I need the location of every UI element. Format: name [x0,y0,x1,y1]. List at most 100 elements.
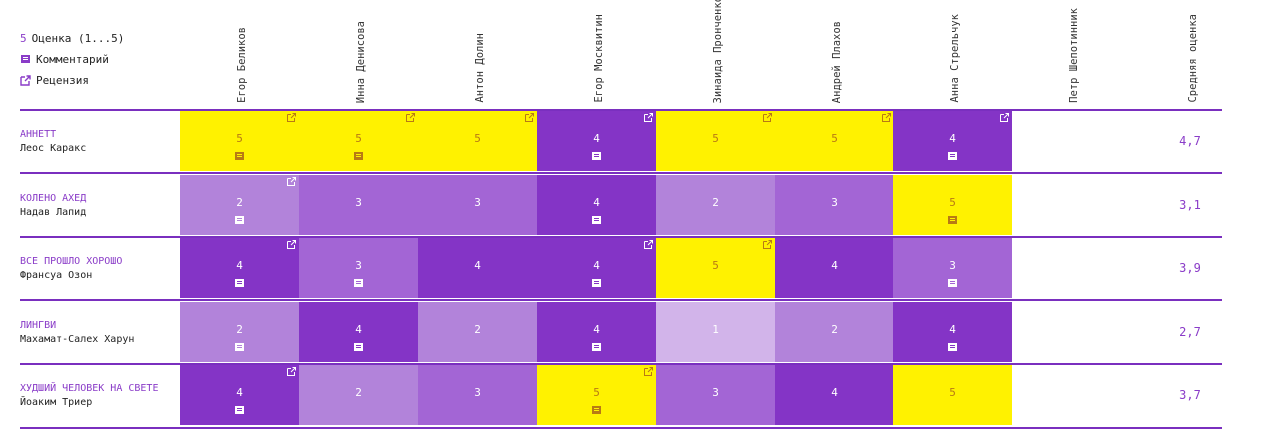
rating-cell[interactable]: 4 [893,111,1012,171]
comment-icon[interactable] [591,278,602,289]
rating-cell[interactable]: 4 [537,302,656,362]
comment-icon[interactable] [591,215,602,226]
film-label: КОЛЕНО АХЕД Надав Лапид [20,192,86,220]
comment-icon[interactable] [234,215,245,226]
external-link-icon[interactable] [287,240,296,249]
rating-cell[interactable]: 3 [299,238,418,298]
film-title: ЛИНГВИ [20,320,57,331]
rating-cell[interactable]: 4 [180,365,299,425]
rating-cell[interactable]: 2 [180,175,299,235]
film-director: Надав Лапид [20,207,87,218]
external-link-icon[interactable] [763,113,772,122]
rating-cell[interactable]: 3 [775,175,894,235]
legend-comment-label: Комментарий [36,53,109,66]
comment-icon[interactable] [353,278,364,289]
comment-icon[interactable] [947,151,958,162]
comment-icon[interactable] [591,151,602,162]
external-link-icon[interactable] [287,177,296,186]
film-label: ВСЕ ПРОШЛО ХОРОШО Франсуа Озон [20,255,122,283]
rating-cell[interactable]: 5 [775,111,894,171]
rating-cell[interactable]: 3 [418,365,537,425]
external-link-icon[interactable] [287,113,296,122]
rating-cell[interactable]: 4 [893,302,1012,362]
legend-comment: Комментарий [20,49,124,70]
comment-icon[interactable] [234,278,245,289]
rating-value: 3 [949,259,956,272]
external-link-icon[interactable] [644,240,653,249]
rating-cell[interactable]: 4 [180,238,299,298]
rating-cell[interactable]: 2 [299,365,418,425]
comment-icon[interactable] [947,278,958,289]
external-link-icon[interactable] [644,113,653,122]
comment-icon[interactable] [947,215,958,226]
rating-cell[interactable]: 2 [656,175,775,235]
column-header: Петр Шепотинник [1064,0,1084,105]
rating-cell[interactable]: 5 [537,365,656,425]
column-header: Средняя оценка [1183,0,1203,105]
comment-icon[interactable] [234,342,245,353]
rating-cell[interactable]: 1 [656,302,775,362]
external-link-icon[interactable] [763,240,772,249]
external-link-icon[interactable] [525,113,534,122]
comment-icon[interactable] [234,405,245,416]
external-link-icon[interactable] [287,367,296,376]
legend-score-number: 5 [20,32,27,45]
rating-cell[interactable]: 5 [180,111,299,171]
rating-value: 4 [355,323,362,336]
rating-cell[interactable]: 3 [299,175,418,235]
column-header: Андрей Плахов [827,0,847,105]
comment-icon[interactable] [591,342,602,353]
external-link-icon[interactable] [644,367,653,376]
rating-cell[interactable]: 4 [418,238,537,298]
rating-value: 5 [949,196,956,209]
critic-name: Инна Денисова [355,20,367,103]
rating-cell[interactable]: 5 [299,111,418,171]
external-link-icon[interactable] [406,113,415,122]
comment-icon[interactable] [353,342,364,353]
rating-value: 3 [474,196,481,209]
rating-cell[interactable]: 5 [893,365,1012,425]
comment-icon[interactable] [947,342,958,353]
rating-value: 2 [712,196,719,209]
rating-value: 5 [474,132,481,145]
rating-cell[interactable]: 3 [656,365,775,425]
film-label: ХУДШИЙ ЧЕЛОВЕК НА СВЕТЕ Йоаким Триер [20,382,158,410]
comment-icon[interactable] [353,151,364,162]
rating-cell[interactable]: 4 [537,111,656,171]
rating-value: 3 [474,386,481,399]
rating-cell[interactable]: 3 [418,175,537,235]
column-header: Егор Москвитин [589,0,609,105]
external-link-icon [20,75,31,86]
column-header: Антон Долин [470,0,490,105]
row-divider [20,427,1222,429]
film-title: ВСЕ ПРОШЛО ХОРОШО [20,256,123,267]
rating-cell[interactable]: 2 [180,302,299,362]
film-director: Махамат-Салех Харун [20,334,135,345]
rating-cell[interactable]: 4 [537,238,656,298]
external-link-icon[interactable] [1000,113,1009,122]
rating-cell[interactable]: 4 [775,238,894,298]
rating-value: 4 [236,386,243,399]
rating-cell[interactable]: 5 [893,175,1012,235]
rating-cell[interactable]: 5 [418,111,537,171]
rating-value: 5 [236,132,243,145]
rating-cell[interactable]: 4 [537,175,656,235]
rating-cell[interactable]: 4 [775,365,894,425]
comment-icon [21,55,30,63]
film-director: Леос Каракс [20,143,87,154]
rating-value: 1 [712,323,719,336]
external-link-icon[interactable] [882,113,891,122]
film-label: АННЕТТ Леос Каракс [20,128,86,156]
rating-cell[interactable]: 5 [656,111,775,171]
rating-cell[interactable]: 3 [893,238,1012,298]
film-title: ХУДШИЙ ЧЕЛОВЕК НА СВЕТЕ [20,383,159,394]
row-divider [20,363,1222,365]
rating-value: 5 [593,386,600,399]
rating-cell[interactable]: 5 [656,238,775,298]
rating-cell[interactable]: 4 [299,302,418,362]
rating-cell[interactable]: 2 [418,302,537,362]
comment-icon[interactable] [591,405,602,416]
comment-icon[interactable] [234,151,245,162]
rating-cell[interactable]: 2 [775,302,894,362]
rating-value: 2 [236,196,243,209]
